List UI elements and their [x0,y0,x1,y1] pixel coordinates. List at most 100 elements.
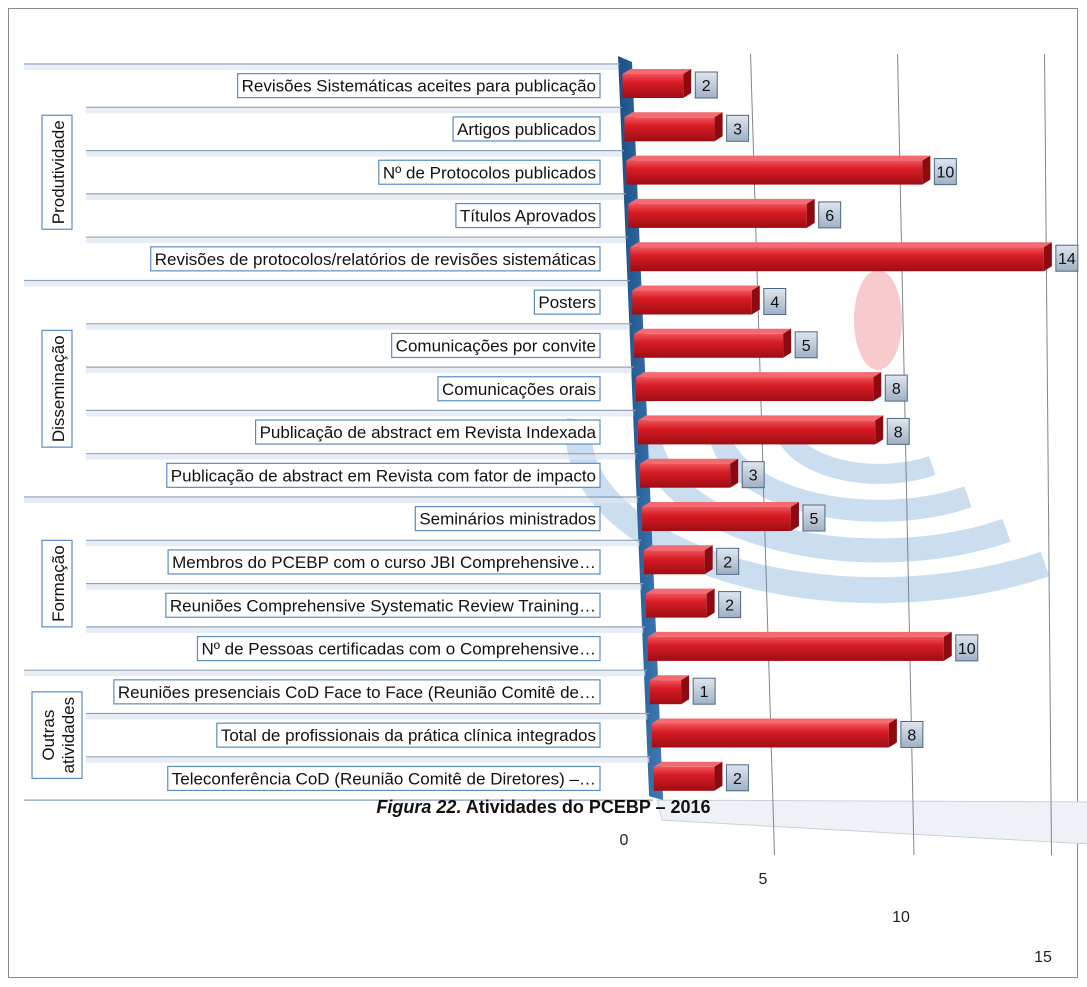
category-label: Total de profissionais da prática clínic… [221,726,596,745]
x-tick-label: 10 [892,909,910,926]
bar: 6 [628,198,842,229]
category-label: Artigos publicados [457,120,596,139]
group-label-text: Disseminação [49,335,68,442]
bar: 3 [624,112,750,142]
group-label-text: Outras [39,710,58,761]
bar-front [639,463,731,488]
value-label-box [1055,244,1079,272]
category-label: Revisões Sistemáticas aceites para publi… [242,77,596,96]
bar-end [730,458,739,488]
group-label-box [41,329,73,448]
bar-front [643,550,705,575]
category-label: Nº de Protocolos publicados [383,163,596,182]
bar-front [632,290,752,315]
bar-top [628,198,815,204]
value-label: 8 [894,424,903,441]
value-label: 2 [733,771,742,788]
value-label: 2 [725,598,734,615]
bar-end [1043,242,1052,272]
value-label-box [763,288,787,315]
category-label: Reuniões Comprehensive Systematic Review… [170,596,596,615]
value-label-box [955,634,979,662]
group-label-box [31,691,83,780]
bar-end [783,328,792,358]
background-ellipse [854,270,902,370]
value-label-box [741,461,765,489]
group-label-1: Disseminação [41,329,73,448]
category-label-box [167,549,601,575]
group-label-box [41,114,73,230]
row-shade [86,757,650,763]
row-shade [24,498,638,503]
bar-top [649,675,690,681]
bar-end [922,155,931,185]
category-label: Posters [538,293,596,312]
group-label-text: Formação [49,545,68,622]
group-label-text: Produtividade [49,120,68,224]
bar-top [643,545,713,551]
bar: 2 [645,588,742,619]
bar: 8 [638,415,910,445]
category-label: Teleconferência CoD (Reunião Comitê de D… [172,769,596,788]
value-label: 4 [770,295,779,312]
bar: 14 [630,242,1079,272]
bar-end [683,69,692,98]
group-label-box [41,539,73,628]
bar-top [647,631,952,637]
bar-front [653,766,715,791]
category-label-box [237,73,601,99]
row-shade [86,714,648,720]
category-label: Publicação de abstract em Revista com fa… [171,466,596,485]
bar-end [751,285,760,315]
x-axis-ticks: 0 5 10 15 [620,832,1052,966]
row-shade [86,627,644,633]
value-label-box [794,331,818,359]
bar-top [641,502,799,507]
category-label-box [216,722,601,748]
bar-front [636,377,874,402]
figure-caption: Figura 22. Atividades do PCEBP – 2016 [0,797,1087,818]
row-shade [86,541,640,547]
bar: 10 [647,631,979,662]
background-arc-2 [708,418,972,522]
category-label: Comunicações por convite [396,336,596,355]
row-shade [86,238,626,244]
bar-front [628,203,807,228]
bar-end [888,718,897,748]
value-label: 10 [936,165,954,182]
bar-front [626,160,923,185]
value-label: 10 [958,641,976,658]
value-label-box [716,547,740,575]
category-label-box [166,462,601,488]
bar-end [875,415,884,445]
x-tick-label: 15 [1034,949,1052,966]
bar-end [806,198,815,228]
bar: 4 [632,285,787,315]
bar-top [634,328,792,334]
bar-top [626,155,931,161]
bar: 3 [639,458,765,489]
bar: 5 [634,328,818,359]
row-shade [86,324,630,330]
value-label-box [694,71,718,99]
bar-front [647,636,944,661]
bar-front [634,333,784,358]
group-labels: Produtividade Disseminação Formação Outras a… [31,114,83,780]
bar-front [630,247,1044,272]
value-label: 8 [907,728,916,745]
category-label-box [452,116,601,142]
bar-front [622,74,684,98]
value-label: 2 [702,78,711,95]
gridline-15 [1044,53,1052,856]
plot-floor [656,799,1087,845]
category-label-box [414,506,601,532]
group-label-2: Formação [41,539,73,628]
bar-front [638,420,876,445]
category-label-box [391,332,601,359]
bar-top [636,372,882,378]
category-label: Membros do PCEBP com o curso JBI Compreh… [172,553,596,572]
bar-front [624,117,715,142]
value-label: 1 [700,684,709,701]
category-label-box [533,289,601,315]
